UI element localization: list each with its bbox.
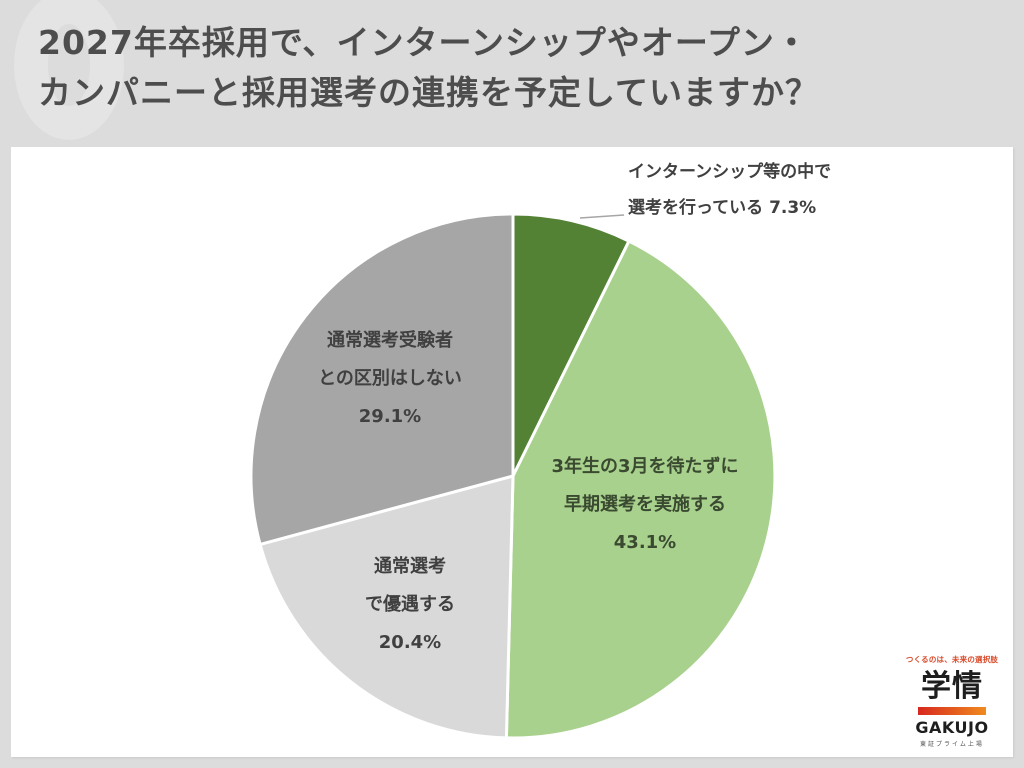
callout-line-2: 選考を行っている 7.3% xyxy=(628,198,817,218)
label-pct: 29.1% xyxy=(358,406,422,427)
logo-sub: 東証プライム上場 xyxy=(920,741,984,748)
label-line-1: 3年生の3月を待たずに xyxy=(551,456,739,477)
logo-gradient-bar xyxy=(918,707,986,715)
logo-latin: GAKUJO xyxy=(915,718,989,737)
slice-label-internship-selection: インターンシップ等の中で 選考を行っている 7.3% xyxy=(628,154,831,226)
callout-leader-line xyxy=(579,214,625,219)
logo-tagline: つくるのは、未来の選択肢 xyxy=(905,655,999,664)
pie-slice-early-selection xyxy=(504,239,777,740)
slice-label-preferential: 通常選考 で優遇する 20.4% xyxy=(330,548,490,662)
slice-label-early-selection: 3年生の3月を待たずに 早期選考を実施する 43.1% xyxy=(530,448,760,562)
pie-slice-internship-selection xyxy=(511,212,631,478)
gakujo-logo: つくるのは、未来の選択肢 学情 GAKUJO 東証プライム上場 xyxy=(902,654,1002,748)
chart-title: 2027年卒採用で、インターンシップやオープン・ カンパニーと採用選考の連携を予… xyxy=(38,18,998,118)
title-line-2: カンパニーと採用選考の連携を予定していますか？ xyxy=(38,73,820,112)
label-line-1: 通常選考受験者 xyxy=(327,330,453,351)
callout-line-1: インターンシップ等の中で xyxy=(628,162,832,182)
label-pct: 20.4% xyxy=(378,632,442,653)
label-line-2: 早期選考を実施する xyxy=(564,494,726,515)
logo-kanji: 学情 xyxy=(921,669,983,704)
title-line-1: 2027年卒採用で、インターンシップやオープン・ xyxy=(38,23,809,62)
pie-slice-preferential xyxy=(258,474,515,740)
pie-slice-no-distinction xyxy=(249,212,515,546)
slice-label-no-distinction: 通常選考受験者 との区別はしない 29.1% xyxy=(290,322,490,436)
label-line-1: 通常選考 xyxy=(374,556,446,577)
label-line-2: で優遇する xyxy=(365,594,455,615)
label-pct: 43.1% xyxy=(613,532,677,553)
label-line-2: との区別はしない xyxy=(318,368,462,389)
